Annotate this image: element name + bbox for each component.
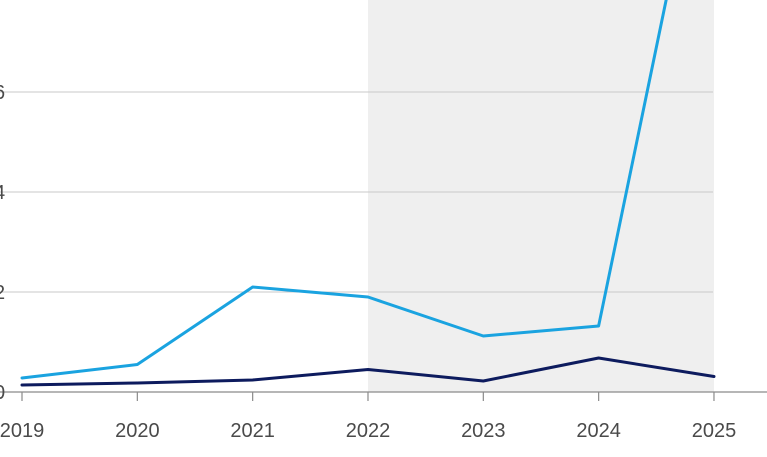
x-tick-labels: 2019 2020 2021 2022 2023 2024 2025 xyxy=(0,420,736,442)
x-tick-label-2019: 2019 xyxy=(0,420,44,442)
shaded-region-rect xyxy=(367,0,714,392)
x-tick-label-2021: 2021 xyxy=(230,420,275,442)
y-tick-label-2: 2 xyxy=(0,282,5,304)
y-tick-label-4: 4 xyxy=(0,182,5,204)
series-line-2 xyxy=(20,356,716,387)
x-tick-label-2024: 2024 xyxy=(576,420,621,442)
x-tick-label-2022: 2022 xyxy=(346,420,391,442)
y-tick-label-6: 6 xyxy=(0,82,5,104)
x-tick-label-2020: 2020 xyxy=(115,420,160,442)
y-tick-label-0: 0 xyxy=(0,382,5,404)
y-tick-label-8: 8 xyxy=(0,0,5,4)
series-lines xyxy=(20,0,716,387)
x-tick-label-2025: 2025 xyxy=(692,420,737,442)
series-line-1 xyxy=(20,0,668,380)
y-tick-labels: 0 2 4 6 8 xyxy=(0,0,5,404)
shaded-forecast-region xyxy=(367,0,714,392)
x-axis xyxy=(0,391,767,401)
gridlines xyxy=(0,91,713,293)
x-tick-label-2023: 2023 xyxy=(461,420,506,442)
